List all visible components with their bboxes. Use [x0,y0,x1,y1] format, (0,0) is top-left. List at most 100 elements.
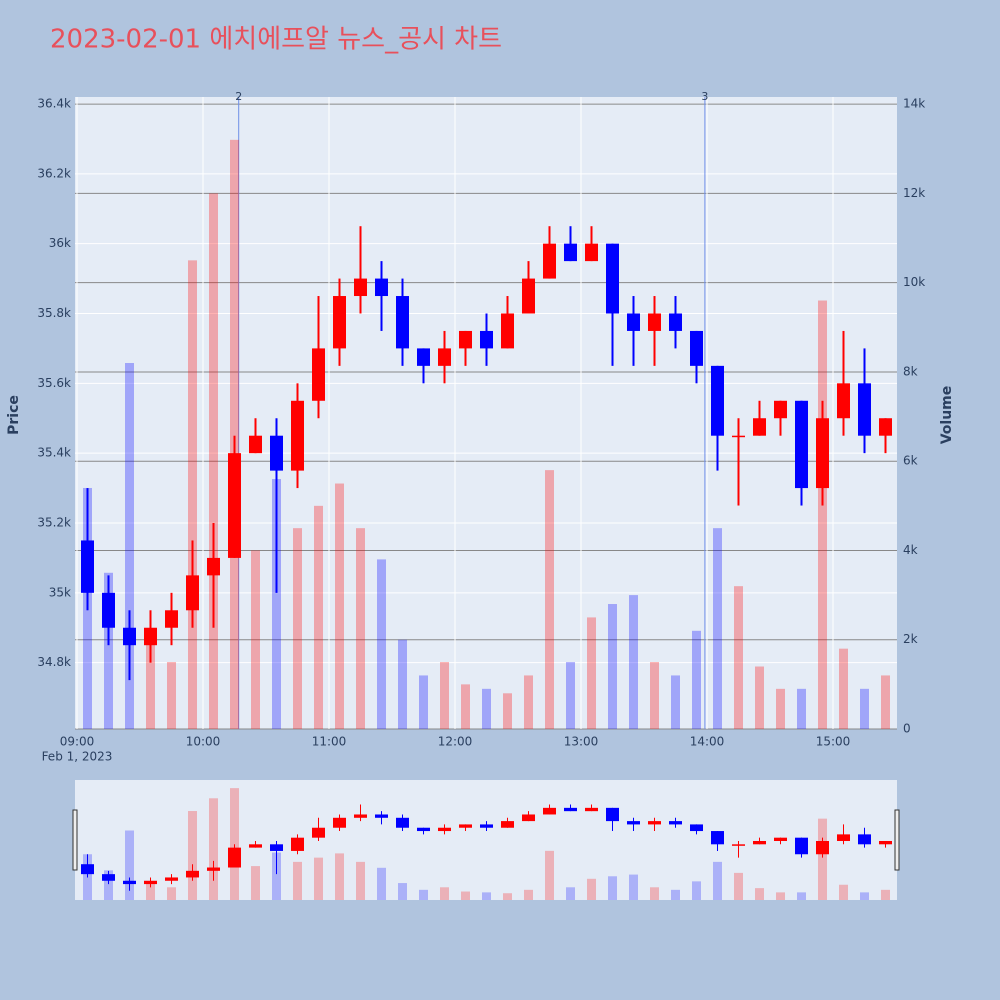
mini-candle-body [501,821,514,828]
mini-candle-body [291,837,304,851]
candle-body [81,540,94,593]
mini-candle-body [333,817,346,828]
mini-volume-bar [587,878,596,900]
mini-volume-bar [167,887,176,900]
mini-candle-body [585,807,598,812]
mini-candle-body [375,814,388,818]
volume-bar [566,662,575,729]
annotation-label: 3 [701,90,708,103]
volume-bar [314,505,323,729]
candle-body [543,243,556,279]
mini-candle-body [837,834,850,841]
candle-body [186,575,199,611]
candle-body [354,278,367,297]
volume-bar [587,617,596,729]
y2-tick-label: 10k [903,275,925,289]
candle-body [585,243,598,262]
candle-body [774,400,787,419]
mini-volume-bar [377,867,386,900]
y2-tick-label: 14k [903,97,925,111]
volume-bar [671,675,680,729]
y2-axis-title: Volume [939,386,955,445]
mini-candle-body [417,827,430,832]
mini-volume-bar [419,889,428,900]
volume-bar [377,559,386,729]
mini-volume-bar [482,892,491,900]
volume-bar [167,662,176,729]
volume-bar [230,139,239,729]
mini-candle-body [753,840,766,845]
mini-candle-body [858,834,871,845]
mini-volume-bar [335,853,344,900]
mini-candle-body [270,844,283,851]
mini-volume-bar [545,850,554,900]
mini-volume-bar [314,857,323,900]
mini-volume-bar [860,892,869,900]
mini-candle-body [522,814,535,822]
candle-body [396,296,409,349]
volume-bar [440,662,449,729]
mini-candle-body [312,827,325,838]
volume-bar [188,260,197,729]
y2-tick-label: 4k [903,543,918,557]
volume-bar [419,675,428,729]
volume-bar [356,528,365,729]
mini-candle-body [459,824,472,828]
y-tick-label: 35k [49,585,71,599]
candle-body [753,418,766,436]
range-handle[interactable] [894,809,900,871]
candle-body [144,627,157,646]
y-tick-label: 35.2k [37,515,71,529]
volume-bar [797,688,806,729]
y-tick-label: 36k [49,236,71,250]
mini-candle-body [396,817,409,828]
candle-body [816,418,829,489]
candle-body [375,278,388,297]
x-tick-label: 09:00 [60,735,95,749]
mini-candle-body [480,824,493,828]
mini-candle-body [564,807,577,812]
volume-bar [272,479,281,729]
mini-candle-body [123,880,136,885]
y-axis-title: Price [6,395,22,435]
mini-volume-bar [209,798,218,900]
mini-candle-body [669,821,682,825]
y2-tick-label: 8k [903,364,918,378]
candle-body [522,278,535,314]
y2-tick-label: 6k [903,454,918,468]
candle-body [879,418,892,436]
range-handle[interactable] [72,809,78,871]
mini-candle-body [711,831,724,845]
mini-volume-bar [503,893,512,900]
mini-candle-body [228,847,241,868]
candle-body [480,330,493,349]
candle-body [669,313,682,331]
volume-bar [524,675,533,729]
y-tick-label: 35.6k [37,376,71,390]
volume-bar [755,666,764,729]
x-tick-label: 10:00 [186,735,221,749]
candle-body [690,330,703,366]
mini-volume-bar [398,883,407,900]
candle-body [249,435,262,454]
volume-bar [398,639,407,729]
candle-body [228,453,241,558]
candle-body [291,400,304,471]
mini-volume-bar [776,892,785,900]
mini-candle-body [354,814,367,818]
mini-volume-bar [356,861,365,900]
mini-volume-bar [629,874,638,900]
volume-bar [692,630,701,729]
candle-body [165,610,178,628]
candle-body [648,313,661,331]
mini-volume-bar [293,861,302,900]
y2-tick-label: 0 [903,722,911,736]
mini-candle-body [207,867,220,871]
mini-candle-body [438,827,451,832]
y-tick-label: 34.8k [37,655,71,669]
mini-volume-bar [188,811,197,900]
y-tick-label: 35.4k [37,446,71,460]
volume-bar [860,688,869,729]
